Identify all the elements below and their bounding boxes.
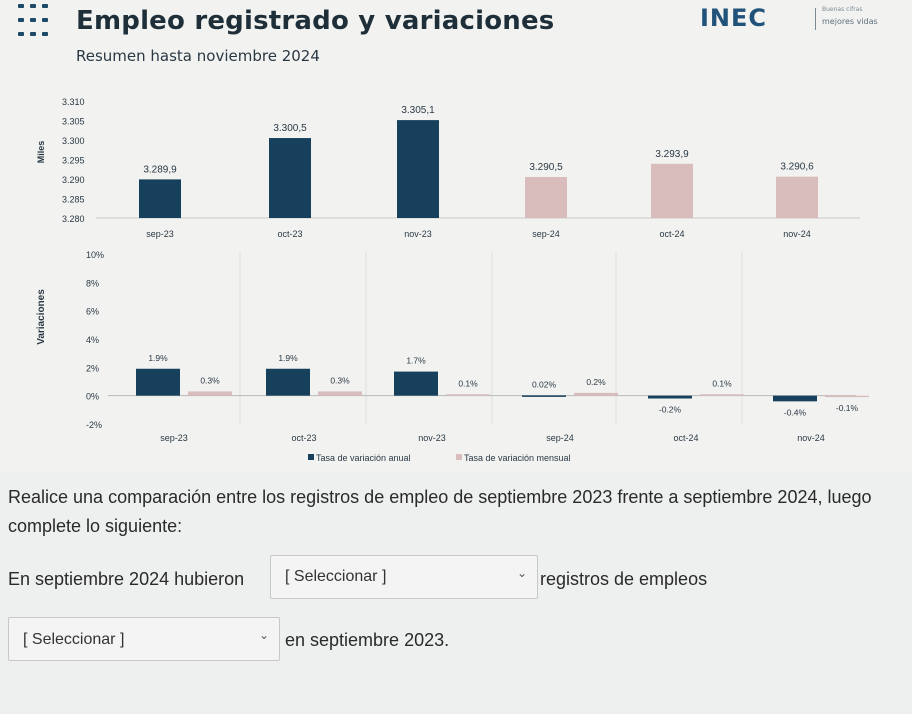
y-tick-label: -2% bbox=[86, 420, 102, 430]
data-label: 1.7% bbox=[406, 356, 426, 366]
legend-swatch-anual bbox=[308, 454, 314, 460]
x-tick-label: sep-24 bbox=[532, 229, 560, 239]
logo-divider bbox=[815, 8, 816, 30]
bar-nov-24 bbox=[776, 176, 818, 218]
data-label: 0.3% bbox=[330, 375, 350, 385]
x-tick-label: nov-23 bbox=[418, 433, 446, 443]
bar-oct-23 bbox=[269, 138, 311, 218]
y-tick-label: 3.295 bbox=[62, 156, 85, 166]
x-tick-label: sep-23 bbox=[146, 229, 174, 239]
y-tick-label: 8% bbox=[86, 278, 99, 288]
y-axis-label: Variaciones bbox=[36, 289, 47, 345]
bar-oct-24 bbox=[651, 163, 693, 218]
bar-anual-oct-24 bbox=[648, 395, 692, 399]
logo-tagline: mejores vidas bbox=[822, 17, 878, 26]
data-label: 0.1% bbox=[712, 378, 732, 388]
logo-text: INEC bbox=[700, 4, 768, 32]
data-label: -0.4% bbox=[784, 407, 807, 417]
legend-swatch-mensual bbox=[456, 454, 462, 460]
bar-mensual-nov-23 bbox=[446, 394, 490, 396]
x-tick-label: oct-23 bbox=[277, 229, 302, 239]
data-label: 0.2% bbox=[586, 377, 606, 387]
x-tick-label: sep-24 bbox=[546, 433, 574, 443]
answer-select-1[interactable]: [ Seleccionar ] ⌄ bbox=[270, 555, 538, 599]
inec-logo: INEC Buenas cifras mejores vidas bbox=[700, 4, 900, 34]
x-tick-label: oct-24 bbox=[673, 433, 698, 443]
answer-line2-suffix: en septiembre 2023. bbox=[285, 630, 450, 650]
y-tick-label: 3.290 bbox=[62, 175, 85, 185]
bar-mensual-oct-23 bbox=[318, 391, 362, 396]
y-tick-label: 3.280 bbox=[62, 214, 85, 224]
bar-mensual-sep-23 bbox=[188, 391, 232, 396]
x-tick-label: sep-23 bbox=[160, 433, 188, 443]
answer-line1-prefix: En septiembre 2024 hubieron bbox=[8, 569, 245, 589]
y-tick-label: 3.310 bbox=[62, 97, 85, 107]
y-tick-label: 3.300 bbox=[62, 136, 85, 146]
bar-mensual-nov-24 bbox=[825, 395, 869, 398]
data-label: 0.1% bbox=[458, 378, 478, 388]
bar-anual-nov-24 bbox=[773, 395, 817, 402]
bar-sep-24 bbox=[525, 177, 567, 218]
legend-label: Tasa de variación mensual bbox=[464, 453, 571, 463]
menu-dots-icon bbox=[14, 2, 58, 38]
page-title: Empleo registrado y variaciones bbox=[76, 6, 555, 36]
y-tick-label: 6% bbox=[86, 307, 99, 317]
x-tick-label: oct-23 bbox=[291, 433, 316, 443]
chevron-down-icon: ⌄ bbox=[258, 628, 269, 642]
bar-mensual-sep-24 bbox=[574, 392, 618, 396]
page-subtitle: Resumen hasta noviembre 2024 bbox=[76, 47, 320, 65]
legend-label: Tasa de variación anual bbox=[316, 453, 411, 463]
bar-anual-nov-23 bbox=[394, 371, 438, 396]
data-label: -0.1% bbox=[836, 403, 859, 413]
data-label: 1.9% bbox=[148, 353, 168, 363]
bar-nov-23 bbox=[397, 120, 439, 218]
x-tick-label: nov-24 bbox=[797, 433, 825, 443]
data-label: 3.300,5 bbox=[273, 123, 307, 134]
data-label: 0.02% bbox=[532, 379, 557, 389]
bar-mensual-oct-24 bbox=[700, 394, 744, 396]
y-tick-label: 4% bbox=[86, 335, 99, 345]
data-label: 3.289,9 bbox=[143, 164, 177, 175]
data-label: 0.3% bbox=[200, 375, 220, 385]
y-tick-label: 2% bbox=[86, 363, 99, 373]
bar-sep-23 bbox=[139, 179, 181, 218]
y-tick-label: 10% bbox=[86, 250, 104, 260]
data-label: 1.9% bbox=[278, 353, 298, 363]
answer-line1-suffix: registros de empleos bbox=[540, 569, 708, 589]
data-label: 3.305,1 bbox=[401, 105, 435, 116]
y-tick-label: 3.305 bbox=[62, 117, 85, 127]
answer-select-2[interactable]: [ Seleccionar ] ⌄ bbox=[8, 617, 280, 661]
bar-anual-sep-24 bbox=[522, 395, 566, 397]
bar-anual-sep-23 bbox=[136, 368, 180, 396]
y-tick-label: 0% bbox=[86, 392, 99, 402]
data-label: 3.293,9 bbox=[655, 149, 689, 160]
chevron-down-icon: ⌄ bbox=[516, 566, 527, 580]
select-2-value: [ Seleccionar ] bbox=[23, 631, 125, 648]
question-text: Realice una comparación entre los regist… bbox=[8, 487, 872, 536]
data-label: 3.290,6 bbox=[780, 162, 814, 173]
data-label: -0.2% bbox=[659, 405, 682, 415]
y-axis-label: Miles bbox=[36, 141, 46, 164]
bar-anual-oct-23 bbox=[266, 368, 310, 396]
data-label: 3.290,5 bbox=[529, 162, 563, 173]
y-tick-label: 3.285 bbox=[62, 195, 85, 205]
logo-tagline-small: Buenas cifras bbox=[822, 6, 863, 13]
x-tick-label: oct-24 bbox=[659, 229, 684, 239]
employment-charts: 3.310 3.305 3.300 3.295 3.290 3.285 3.280 Miles… bbox=[36, 97, 869, 463]
x-tick-label: nov-23 bbox=[404, 229, 432, 239]
select-1-value: [ Seleccionar ] bbox=[285, 568, 387, 585]
x-tick-label: nov-24 bbox=[783, 229, 811, 239]
infographic: Empleo registrado y variaciones Resumen … bbox=[14, 2, 900, 463]
